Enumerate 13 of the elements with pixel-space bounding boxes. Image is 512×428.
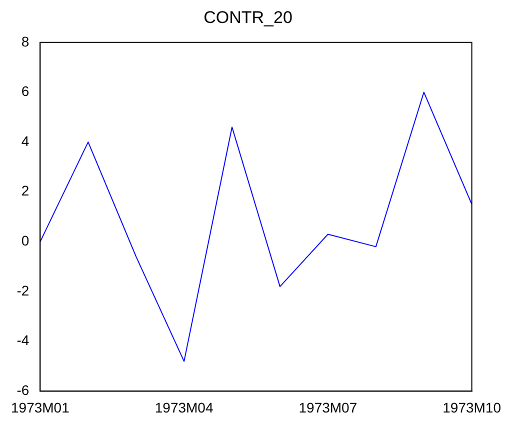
y-tick-label: -4: [16, 332, 30, 348]
y-tick-label: -6: [16, 382, 30, 398]
y-tick-label: 0: [21, 232, 30, 249]
y-tick-label: 8: [21, 33, 30, 50]
chart-title: CONTR_20: [204, 8, 292, 27]
x-tick-label: 1973M01: [10, 399, 70, 416]
y-tick-label: 4: [21, 132, 30, 149]
x-tick-label: 1973M10: [442, 399, 502, 416]
x-tick-label: 1973M04: [154, 399, 214, 416]
y-tick-label: -2: [16, 282, 30, 298]
y-tick-label: 2: [21, 182, 30, 199]
y-tick-label: 6: [21, 83, 30, 100]
x-tick-label: 1973M07: [298, 399, 358, 416]
